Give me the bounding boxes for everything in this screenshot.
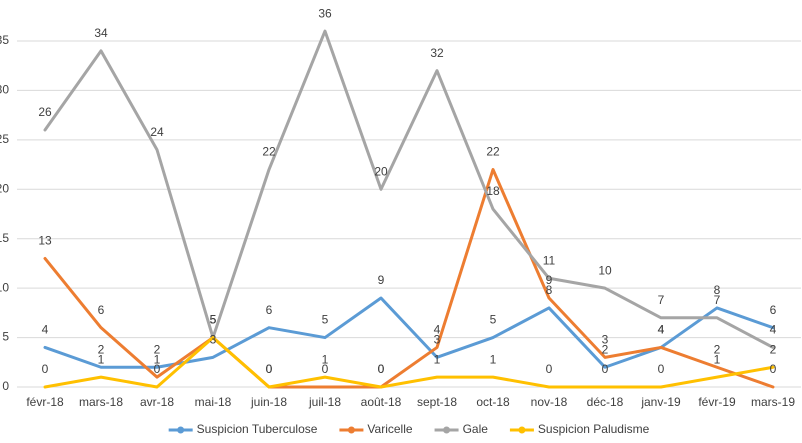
data-label: 22	[262, 145, 276, 159]
data-label: 1	[322, 352, 329, 366]
x-tick-label: juil-18	[308, 395, 341, 409]
data-label: 20	[374, 164, 388, 178]
x-tick-label: mars-18	[79, 395, 123, 409]
series-line	[43, 296, 775, 369]
data-label: 0	[266, 362, 273, 376]
data-label: 2	[602, 342, 609, 356]
x-tick-label: juin-18	[250, 395, 287, 409]
data-label: 9	[546, 273, 553, 287]
data-label: 5	[210, 313, 217, 327]
legend-label: Varicelle	[367, 422, 412, 436]
y-tick-label: 20	[0, 181, 9, 195]
data-label: 1	[154, 352, 161, 366]
data-label: 1	[714, 352, 721, 366]
x-tick-label: déc-18	[587, 395, 624, 409]
y-tick-label: 10	[0, 280, 9, 294]
x-tick-label: janv-19	[640, 395, 681, 409]
data-label: 3	[434, 333, 441, 347]
data-label: 26	[38, 105, 52, 119]
data-label: 0	[770, 362, 777, 376]
data-label: 0	[378, 362, 385, 376]
data-label: 0	[322, 362, 329, 376]
data-label: 0	[378, 362, 385, 376]
legend-label: Gale	[463, 422, 489, 436]
data-label: 8	[714, 283, 721, 297]
data-label: 2	[98, 342, 105, 356]
legend: Suspicion Tuberculose Varicelle Gale Suspic…	[168, 422, 650, 436]
y-tick-label: 15	[0, 231, 9, 245]
data-label: 11	[543, 253, 556, 267]
data-label: 0	[42, 362, 49, 376]
x-tick-label: mars-19	[751, 395, 795, 409]
data-label: 5	[210, 313, 217, 327]
data-label: 4	[658, 323, 665, 337]
data-label: 13	[38, 234, 52, 248]
y-tick-label: 35	[0, 33, 9, 47]
data-label: 4	[658, 323, 665, 337]
data-label: 7	[714, 293, 721, 307]
data-label: 0	[546, 362, 553, 376]
data-label: 3	[210, 333, 217, 347]
x-tick-label: févr-19	[698, 395, 736, 409]
data-label: 1	[98, 352, 105, 366]
x-tick-label: févr-18	[26, 395, 64, 409]
x-tick-label: avr-18	[140, 395, 174, 409]
data-label: 2	[714, 342, 721, 356]
data-label: 6	[98, 303, 105, 317]
y-tick-label: 0	[2, 379, 9, 393]
x-tick-label: août-18	[361, 395, 402, 409]
data-label: 0	[602, 362, 609, 376]
legend-marker	[177, 426, 185, 434]
legend-marker	[518, 426, 526, 434]
data-label: 7	[658, 293, 665, 307]
data-label: 36	[318, 6, 332, 20]
y-tick-label: 30	[0, 83, 9, 97]
data-label: 34	[94, 26, 108, 40]
x-tick-label: mai-18	[195, 395, 232, 409]
data-label: 4	[770, 323, 777, 337]
data-label: 0	[658, 362, 665, 376]
data-label: 2	[154, 342, 161, 356]
data-label: 5	[490, 313, 497, 327]
data-label: 18	[486, 184, 500, 198]
data-label: 10	[598, 263, 612, 277]
series-line	[43, 29, 775, 349]
data-label: 3	[602, 333, 609, 347]
x-tick-label: sept-18	[417, 395, 457, 409]
data-label: 0	[154, 362, 161, 376]
data-label: 22	[486, 145, 500, 159]
series-line	[43, 336, 775, 389]
y-tick-label: 25	[0, 132, 9, 146]
x-tick-label: oct-18	[476, 395, 510, 409]
x-tick-label: nov-18	[531, 395, 568, 409]
data-label: 8	[546, 283, 553, 297]
data-label: 5	[210, 313, 217, 327]
data-label: 1	[490, 352, 497, 366]
data-label: 1	[434, 352, 441, 366]
data-label: 6	[266, 303, 273, 317]
data-label: 2	[770, 342, 777, 356]
legend-label: Suspicion Tuberculose	[197, 422, 318, 436]
data-label: 4	[434, 323, 441, 337]
data-label: 0	[266, 362, 273, 376]
data-label: 4	[42, 323, 49, 337]
data-label: 9	[378, 273, 385, 287]
data-label: 24	[150, 125, 164, 139]
y-tick-label: 5	[2, 330, 9, 344]
series-line	[43, 168, 775, 389]
legend-label: Suspicion Paludisme	[538, 422, 650, 436]
data-label: 6	[770, 303, 777, 317]
data-label: 32	[430, 46, 444, 60]
data-label: 5	[322, 313, 329, 327]
legend-marker	[443, 426, 451, 434]
legend-marker	[347, 426, 355, 434]
